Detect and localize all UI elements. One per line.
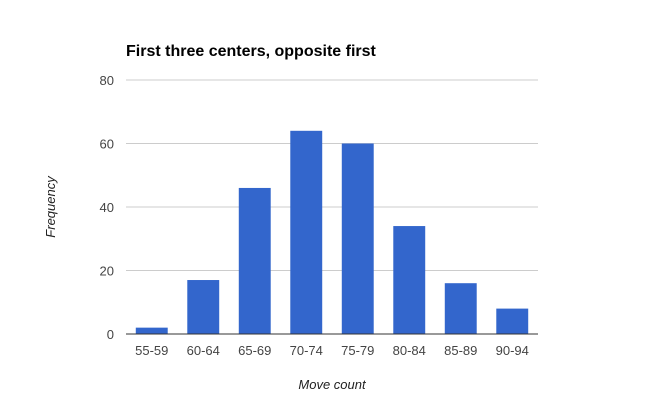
y-axis-ticks: 0 20 40 60 80 xyxy=(100,73,114,342)
bar-55-59[interactable] xyxy=(135,327,168,334)
bar-80-84[interactable] xyxy=(393,226,426,334)
x-axis-ticks: 55-59 60-64 65-69 70-74 75-79 80-84 85-89 90-94 xyxy=(135,343,529,358)
y-tick-label: 60 xyxy=(100,137,114,152)
x-axis-label: Move count xyxy=(298,377,367,392)
y-tick-label: 0 xyxy=(107,327,114,342)
x-tick-label: 75-79 xyxy=(341,343,374,358)
x-tick-label: 70-74 xyxy=(290,343,323,358)
bar-75-79[interactable] xyxy=(341,143,374,335)
bars xyxy=(135,130,529,335)
gridlines xyxy=(126,79,538,271)
y-axis-label: Frequency xyxy=(43,175,58,238)
x-tick-label: 80-84 xyxy=(393,343,426,358)
bar-60-64[interactable] xyxy=(187,280,220,334)
chart-title: First three centers, opposite first xyxy=(126,43,377,60)
bar-90-94[interactable] xyxy=(496,308,529,334)
bar-65-69[interactable] xyxy=(238,187,271,334)
x-tick-label: 90-94 xyxy=(496,343,529,358)
x-tick-label: 65-69 xyxy=(238,343,271,358)
x-tick-label: 60-64 xyxy=(187,343,220,358)
y-tick-label: 40 xyxy=(100,200,114,215)
y-tick-label: 20 xyxy=(100,264,114,279)
bar-85-89[interactable] xyxy=(444,283,477,334)
y-tick-label: 80 xyxy=(100,73,114,88)
bar-70-74[interactable] xyxy=(290,130,323,334)
x-tick-label: 55-59 xyxy=(135,343,168,358)
x-tick-label: 85-89 xyxy=(444,343,477,358)
